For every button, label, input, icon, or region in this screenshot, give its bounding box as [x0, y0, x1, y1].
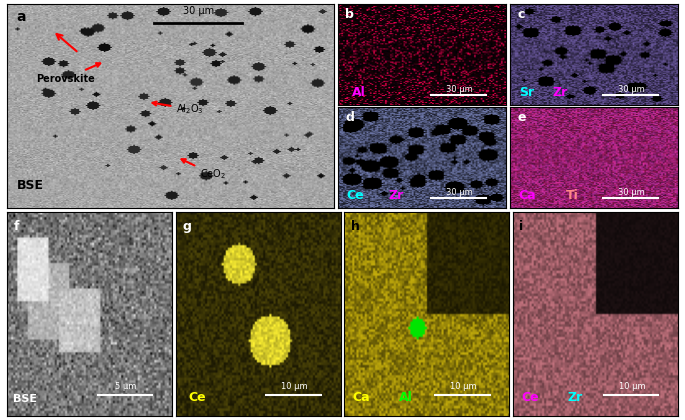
Text: g: g: [182, 220, 191, 233]
Text: Al: Al: [351, 86, 366, 99]
Text: 10 μm: 10 μm: [282, 382, 308, 391]
Text: 10 μm: 10 μm: [619, 382, 645, 391]
Text: a: a: [16, 10, 26, 24]
Text: b: b: [345, 8, 354, 21]
Text: CeO$_2$: CeO$_2$: [182, 159, 226, 181]
Text: f: f: [14, 220, 19, 233]
Text: Ca: Ca: [352, 391, 370, 404]
Text: 30 μm: 30 μm: [618, 85, 645, 94]
Text: Al: Al: [399, 391, 412, 404]
Text: Zr: Zr: [552, 86, 568, 99]
Text: Ce: Ce: [521, 391, 538, 404]
Text: Zr: Zr: [388, 189, 404, 202]
Text: Sr: Sr: [519, 86, 534, 99]
Text: 30 μm: 30 μm: [446, 188, 473, 197]
Text: 30 μm: 30 μm: [183, 6, 214, 16]
Text: Ce: Ce: [189, 391, 206, 404]
Text: 30 μm: 30 μm: [618, 188, 645, 197]
Text: BSE: BSE: [14, 394, 38, 404]
Text: d: d: [345, 111, 354, 124]
Text: 30 μm: 30 μm: [446, 85, 473, 94]
Text: Perovskite: Perovskite: [36, 63, 100, 84]
Text: 5 μm: 5 μm: [115, 382, 136, 391]
Text: Ca: Ca: [519, 189, 536, 202]
Text: 10 μm: 10 μm: [450, 382, 477, 391]
Text: Al$_2$O$_3$: Al$_2$O$_3$: [153, 102, 204, 116]
Text: c: c: [517, 8, 525, 21]
Text: e: e: [517, 111, 525, 124]
Text: Ti: Ti: [566, 189, 579, 202]
Text: Zr: Zr: [567, 391, 583, 404]
Text: BSE: BSE: [16, 178, 44, 192]
Text: h: h: [351, 220, 360, 233]
Text: Ce: Ce: [347, 189, 364, 202]
Text: i: i: [519, 220, 523, 233]
